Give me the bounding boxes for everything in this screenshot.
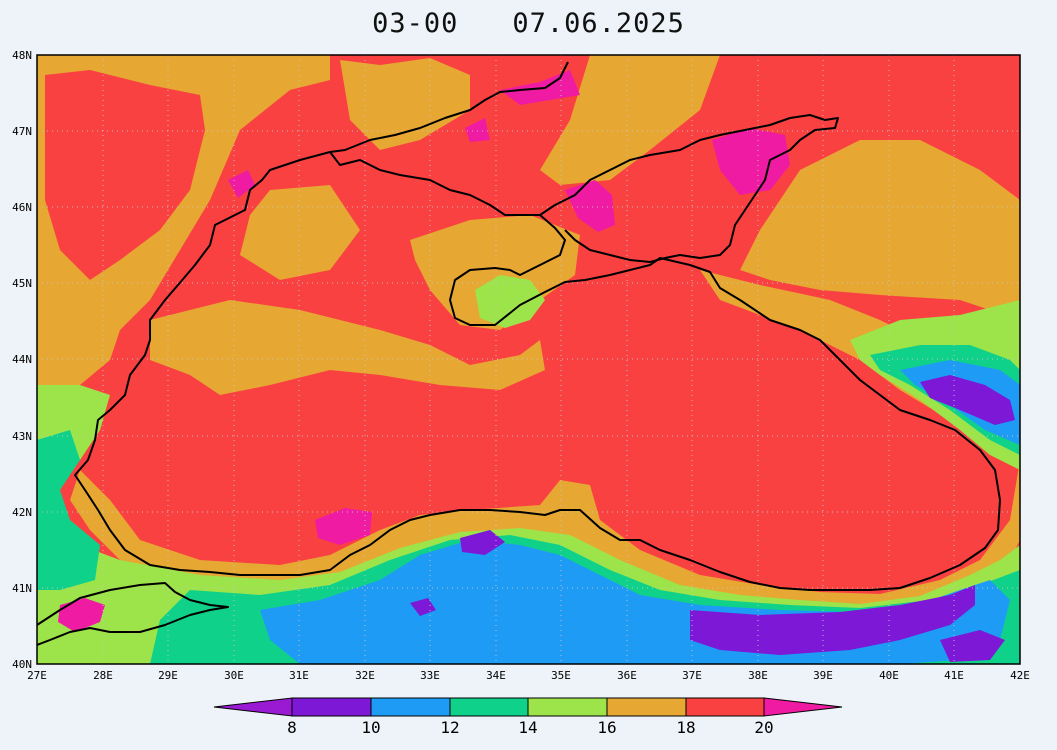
field-12-14-southwest — [37, 430, 100, 590]
lon-label: 28E — [93, 669, 113, 682]
field-8-10-south-small-2 — [410, 598, 436, 616]
colorbar-bin-above-20 — [763, 697, 843, 717]
colorbar-label: 10 — [361, 718, 380, 737]
colorbar-bin-10-12 — [370, 697, 451, 717]
field-8-10-south-east-2 — [940, 630, 1005, 662]
colorbar-bin-14-16 — [527, 697, 608, 717]
lat-label: 45N — [12, 277, 32, 290]
coastline — [37, 61, 1001, 646]
marmara-coast — [37, 582, 229, 646]
field-16-18-north-east — [540, 55, 720, 185]
lat-label: 46N — [12, 201, 32, 214]
map-title: 03-00 07.06.2025 — [0, 8, 1057, 39]
lon-label: 39E — [813, 669, 833, 682]
colorbar-labels: 8 10 12 14 16 18 20 — [287, 718, 773, 737]
field-14-16-crimea — [475, 275, 545, 328]
field-16-18-east — [740, 140, 1020, 320]
lat-label: 44N — [12, 353, 32, 366]
field-18-20-west-land — [45, 70, 205, 280]
lon-label: 38E — [748, 669, 768, 682]
field-above20-marmara — [58, 598, 105, 632]
lon-label: 42E — [1010, 669, 1030, 682]
dnieper-coast — [329, 61, 569, 153]
colorbar-label: 16 — [597, 718, 616, 737]
field-above20-northeast — [712, 128, 790, 195]
colorbar-bin-16-18 — [606, 697, 687, 717]
field-16-18-central-band — [150, 300, 545, 395]
map-frame — [36, 54, 1021, 665]
lon-label: 36E — [617, 669, 637, 682]
field-16-18-west-sea — [240, 185, 360, 280]
lat-label: 48N — [12, 49, 32, 62]
lat-label: 40N — [12, 658, 32, 671]
field-8-10-east — [920, 375, 1015, 425]
lon-label: 29E — [158, 669, 178, 682]
colorbar-bin-12-14 — [449, 697, 529, 717]
field-8-10-south-east — [690, 585, 975, 655]
azov-coast — [539, 114, 839, 263]
colorbar-bin-18-20 — [685, 697, 765, 717]
black-sea-coast — [74, 151, 1001, 591]
field-8-10-south-small — [460, 530, 505, 555]
colorbar-bin-below-8 — [213, 697, 293, 717]
colorbar-bin-8-10 — [291, 697, 372, 717]
lon-label: 41E — [944, 669, 964, 682]
lat-label: 42N — [12, 506, 32, 519]
field-above20-north-left — [228, 170, 255, 198]
lon-label: 35E — [551, 669, 571, 682]
lat-label: 43N — [12, 430, 32, 443]
colorbar — [213, 697, 843, 717]
lat-label: 41N — [12, 582, 32, 595]
lon-label: 37E — [682, 669, 702, 682]
colorbar-label: 18 — [676, 718, 695, 737]
lon-label: 33E — [420, 669, 440, 682]
field-16-18-north — [340, 58, 470, 150]
lon-labels: 27E 28E 29E 30E 31E 32E 33E 34E 35E 36E … — [27, 669, 1030, 682]
lon-label: 40E — [879, 669, 899, 682]
colorbar-label: 12 — [440, 718, 459, 737]
field-above20-north-2 — [465, 118, 490, 142]
colorbar-label: 20 — [754, 718, 773, 737]
temperature-field — [37, 55, 1020, 664]
colorbar-label: 8 — [287, 718, 297, 737]
lon-label: 27E — [27, 669, 47, 682]
lon-label: 32E — [355, 669, 375, 682]
lon-label: 30E — [224, 669, 244, 682]
title-time: 03-00 — [372, 8, 459, 39]
colorbar-label: 14 — [518, 718, 537, 737]
field-above20-south — [315, 508, 372, 545]
lat-labels: 48N 47N 46N 45N 44N 43N 42N 41N 40N — [12, 49, 32, 671]
lon-label: 31E — [289, 669, 309, 682]
title-date: 07.06.2025 — [512, 8, 685, 39]
lat-label: 47N — [12, 125, 32, 138]
lon-label: 34E — [486, 669, 506, 682]
